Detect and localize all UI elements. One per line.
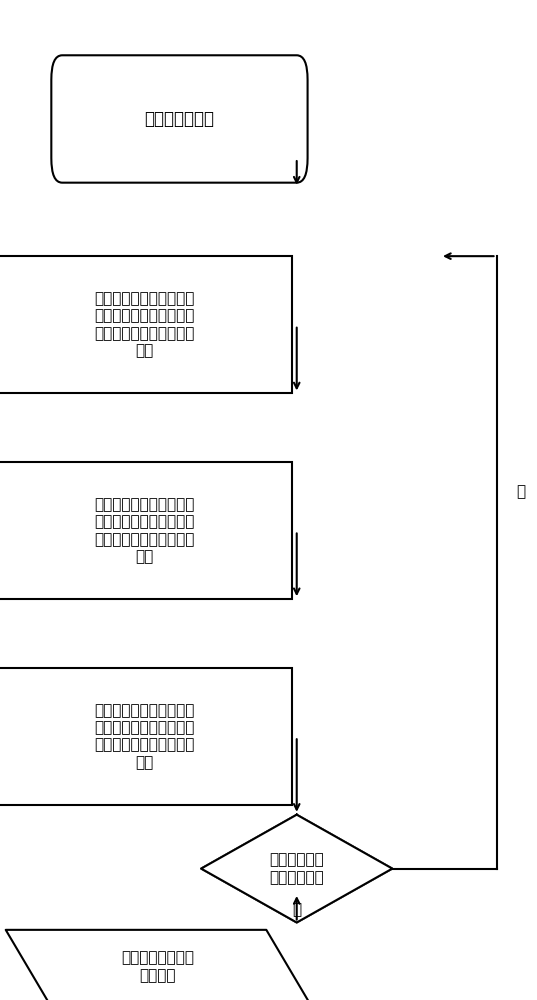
Text: 输出目标以及资源
分配决策: 输出目标以及资源 分配决策 [121, 950, 194, 983]
Polygon shape [6, 930, 310, 1000]
Text: 系统参数初始化: 系统参数初始化 [144, 110, 214, 128]
FancyBboxPatch shape [0, 256, 292, 393]
FancyBboxPatch shape [52, 55, 308, 183]
Text: 否: 否 [516, 484, 525, 499]
FancyBboxPatch shape [0, 668, 292, 805]
Text: 目标增量是否
小于给定阈值: 目标增量是否 小于给定阈值 [270, 852, 324, 885]
FancyBboxPatch shape [0, 462, 292, 599]
Text: 给定传输时隙和基站发送
功率，拿到反向散射设备
能量反射系数分配决策并
更新: 给定传输时隙和基站发送 功率，拿到反向散射设备 能量反射系数分配决策并 更新 [95, 497, 195, 564]
Polygon shape [201, 815, 393, 922]
Text: 给定传输时隙和反向散射
设备能量反射系数，拿到
基站发送功率分配决策并
更新: 给定传输时隙和反向散射 设备能量反射系数，拿到 基站发送功率分配决策并 更新 [95, 703, 195, 770]
Text: 是: 是 [292, 902, 301, 917]
Text: 给定基站发送功率和反向
散射设备能量反射系数，
拿到传输时隙分配决策并
更新: 给定基站发送功率和反向 散射设备能量反射系数， 拿到传输时隙分配决策并 更新 [95, 291, 195, 358]
